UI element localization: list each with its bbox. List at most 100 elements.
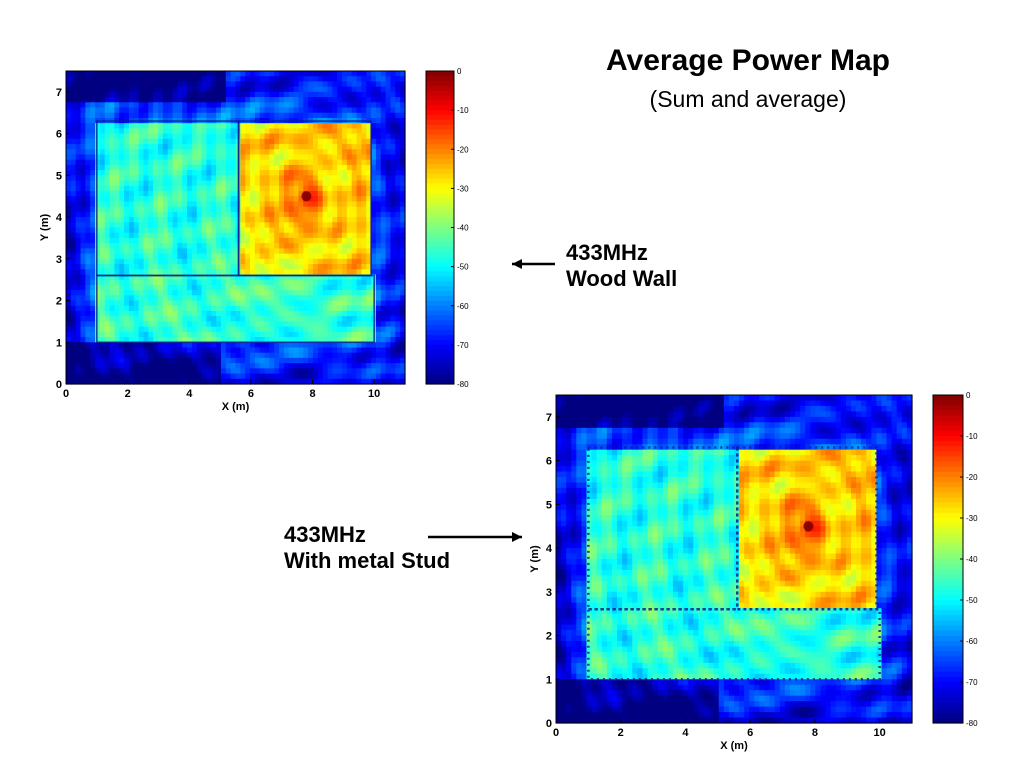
heatmap-cell: [395, 232, 401, 239]
heatmap-cell: [235, 284, 241, 291]
heatmap-cell: [342, 190, 348, 197]
heatmap-cell: [576, 559, 583, 566]
heatmap-cell: [351, 97, 358, 103]
heatmap-cell: [346, 264, 353, 270]
heatmap-cell: [571, 553, 577, 560]
colorbar-segment: [426, 163, 454, 170]
heatmap-cell: [250, 81, 256, 88]
heatmap-cell: [109, 159, 116, 166]
heatmap-cell: [346, 196, 353, 203]
heatmap-cell: [254, 97, 261, 103]
heatmap-cell: [206, 264, 212, 270]
wall-lower-room: [96, 274, 375, 344]
heatmap-cell: [346, 373, 353, 380]
heatmap-cell: [561, 427, 567, 434]
heatmap-cell: [596, 695, 603, 702]
heatmap-cell: [322, 133, 329, 140]
heatmap-cell: [561, 466, 567, 473]
heatmap-cell: [596, 411, 603, 418]
heatmap-cell: [351, 206, 358, 213]
heatmap-cell: [187, 290, 193, 296]
heatmap-cell: [361, 368, 367, 375]
heatmap-cell: [288, 128, 295, 135]
heatmap-cell: [361, 159, 367, 166]
heatmap-cell: [351, 81, 358, 88]
heatmap-cell: [279, 201, 285, 208]
heatmap-cell: [317, 86, 324, 93]
heatmap-cell: [143, 264, 149, 270]
heatmap-cell: [99, 175, 106, 182]
heatmap-cell: [245, 76, 251, 83]
heatmap-cell: [245, 164, 251, 171]
heatmap-cell: [303, 102, 309, 109]
heatmap-cell: [167, 217, 174, 223]
colorbar-segment: [426, 212, 454, 219]
heatmap-cell: [90, 138, 96, 145]
heatmap-cell: [356, 128, 363, 135]
heatmap-cell: [601, 405, 608, 412]
heatmap-cell: [264, 196, 270, 203]
heatmap-cell: [162, 196, 169, 203]
heatmap-cell: [400, 102, 406, 109]
heatmap-cell: [611, 400, 618, 407]
heatmap-cell: [143, 248, 149, 255]
heatmap-cell: [148, 196, 154, 203]
heatmap-cell: [206, 232, 212, 239]
heatmap-cell: [576, 520, 583, 527]
heatmap-cell: [317, 284, 324, 291]
heatmap-cell: [312, 363, 319, 369]
heatmap-cell: [274, 331, 280, 338]
heatmap-cell: [596, 575, 603, 582]
heatmap-cell: [322, 206, 329, 213]
heatmap-cell: [556, 515, 562, 522]
heatmap-cell: [162, 133, 169, 140]
heatmap-cell: [596, 580, 603, 587]
heatmap-cell: [196, 217, 203, 223]
heatmap-cell: [264, 97, 270, 103]
heatmap-cell: [561, 657, 567, 664]
heatmap-cell: [75, 97, 82, 103]
heatmap-cell: [70, 269, 77, 276]
heatmap-cell: [167, 185, 174, 192]
heatmap-cell: [119, 290, 125, 296]
heatmap-cell: [196, 290, 203, 296]
heatmap-cell: [85, 107, 91, 114]
heatmap-cell: [293, 300, 300, 307]
heatmap-cell: [162, 154, 169, 161]
heatmap-cell: [288, 149, 295, 156]
heatmap-cell: [356, 352, 363, 359]
heatmap-cell: [332, 269, 338, 276]
heatmap-cell: [167, 123, 174, 129]
heatmap-cell: [586, 651, 593, 658]
heatmap-cell: [196, 190, 203, 197]
heatmap-cell: [571, 613, 577, 620]
heatmap-cell: [230, 368, 237, 375]
heatmap-cell: [566, 455, 572, 462]
heatmap-cell: [274, 279, 280, 286]
heatmap-cell: [104, 71, 111, 77]
heatmap-cell: [114, 300, 120, 307]
heatmap-cell: [153, 310, 159, 317]
heatmap-cell: [606, 400, 613, 407]
heatmap-cell: [308, 91, 314, 98]
heatmap-cell: [80, 352, 86, 359]
heatmap-cell: [342, 206, 348, 213]
heatmap-cell: [187, 347, 193, 354]
heatmap-cell: [143, 123, 149, 129]
heatmap-cell: [586, 400, 593, 407]
heatmap-cell: [245, 373, 251, 380]
heatmap-cell: [158, 227, 164, 234]
heatmap-cell: [308, 279, 314, 286]
heatmap-cell: [586, 559, 593, 566]
heatmap-cell: [351, 123, 358, 129]
heatmap-cell: [312, 237, 319, 244]
heatmap-cell: [90, 71, 96, 77]
heatmap-cell: [342, 279, 348, 286]
heatmap-cell: [586, 498, 593, 505]
heatmap-cell: [216, 107, 222, 114]
heatmap-cell: [385, 316, 392, 322]
heatmap-cell: [596, 542, 603, 549]
heatmap-cell: [361, 305, 367, 312]
heatmap-cell: [293, 211, 300, 218]
heatmap-cell: [288, 164, 295, 171]
